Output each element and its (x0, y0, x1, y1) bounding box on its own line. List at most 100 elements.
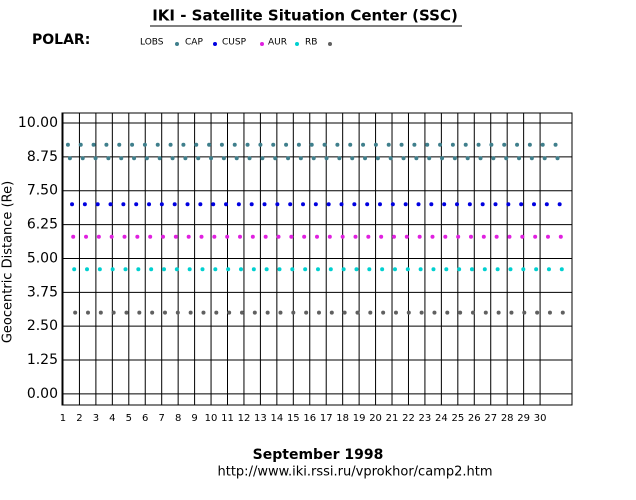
data-point (135, 234, 140, 239)
data-point (284, 142, 289, 147)
y-tick-label: 5.00 (27, 250, 58, 266)
data-point (546, 267, 551, 272)
data-point (124, 310, 129, 315)
data-point (148, 234, 153, 239)
data-point (108, 202, 113, 207)
legend-label: CAP (185, 38, 203, 48)
data-point (157, 156, 162, 161)
data-point (214, 310, 219, 315)
data-point (482, 267, 487, 272)
x-tick-label: 12 (238, 413, 251, 424)
x-tick-label: 25 (451, 413, 464, 424)
data-point (78, 142, 83, 147)
data-point (425, 142, 430, 147)
data-point (85, 267, 90, 272)
data-point (97, 267, 102, 272)
x-tick-label: 24 (435, 413, 448, 424)
data-point (405, 267, 410, 272)
x-tick-label: 7 (159, 413, 165, 424)
data-point (444, 267, 449, 272)
data-point (302, 234, 307, 239)
y-tick-label: 10.00 (18, 115, 58, 131)
data-point (82, 202, 87, 207)
legend-swatch (328, 42, 332, 46)
data-point (286, 156, 291, 161)
data-point (239, 310, 244, 315)
data-point (438, 142, 443, 147)
data-point (174, 267, 179, 272)
x-tick-label: 16 (303, 413, 316, 424)
y-tick-label: 0.00 (27, 386, 58, 402)
y-tick-label: 2.50 (27, 318, 58, 334)
data-point (354, 267, 359, 272)
data-point (130, 142, 135, 147)
data-point (380, 267, 385, 272)
data-point (301, 202, 306, 207)
data-point (65, 142, 70, 147)
x-axis-label: September 1998 (253, 447, 384, 463)
data-point (533, 234, 538, 239)
x-tick-label: 28 (501, 413, 514, 424)
data-point (555, 156, 560, 161)
data-point (264, 267, 269, 272)
x-tick-label: 6 (142, 413, 148, 424)
data-point (227, 310, 232, 315)
data-point (366, 234, 371, 239)
data-point (219, 142, 224, 147)
x-tick-label: 2 (76, 413, 82, 424)
data-point (535, 310, 540, 315)
data-point (200, 267, 205, 272)
data-point (508, 267, 513, 272)
x-tick-label: 1 (60, 413, 66, 424)
data-point (155, 142, 160, 147)
x-tick-label: 4 (109, 413, 115, 424)
data-point (355, 310, 360, 315)
data-point (326, 202, 331, 207)
data-point (309, 142, 314, 147)
data-point (401, 156, 406, 161)
data-point (491, 156, 496, 161)
data-point (234, 156, 239, 161)
data-point (159, 202, 164, 207)
data-point (289, 234, 294, 239)
legend-label: AUR (268, 38, 287, 48)
legend-label: RB (305, 38, 317, 48)
data-point (348, 142, 353, 147)
data-point (134, 202, 139, 207)
data-point (150, 310, 155, 315)
data-point (221, 156, 226, 161)
data-point (136, 267, 141, 272)
legend-swatch (213, 42, 217, 46)
satellite-label: POLAR: (32, 32, 90, 48)
data-point (547, 310, 552, 315)
data-point (519, 202, 524, 207)
legend-swatch (260, 42, 264, 46)
data-point (456, 234, 461, 239)
data-point (73, 310, 78, 315)
y-tick-label: 6.25 (27, 217, 58, 233)
data-point (494, 234, 499, 239)
data-point (341, 267, 346, 272)
data-point (315, 234, 319, 239)
data-point (91, 142, 96, 147)
x-tick-label: 30 (534, 413, 547, 424)
data-point (559, 267, 564, 272)
x-tick-label: 15 (287, 413, 300, 424)
data-point (187, 267, 192, 272)
data-point (378, 202, 383, 207)
data-point (440, 156, 445, 161)
data-point (353, 234, 358, 239)
data-point (493, 202, 498, 207)
x-tick-label: 18 (336, 413, 349, 424)
data-point (476, 142, 481, 147)
y-tick-label: 1.25 (27, 352, 58, 368)
data-point (393, 310, 398, 315)
data-point (520, 234, 525, 239)
data-point (290, 267, 295, 272)
data-point (298, 156, 303, 161)
data-point (489, 142, 494, 147)
x-tick-label: 29 (517, 413, 530, 424)
data-point (288, 202, 293, 207)
x-tick-label: 20 (369, 413, 382, 424)
